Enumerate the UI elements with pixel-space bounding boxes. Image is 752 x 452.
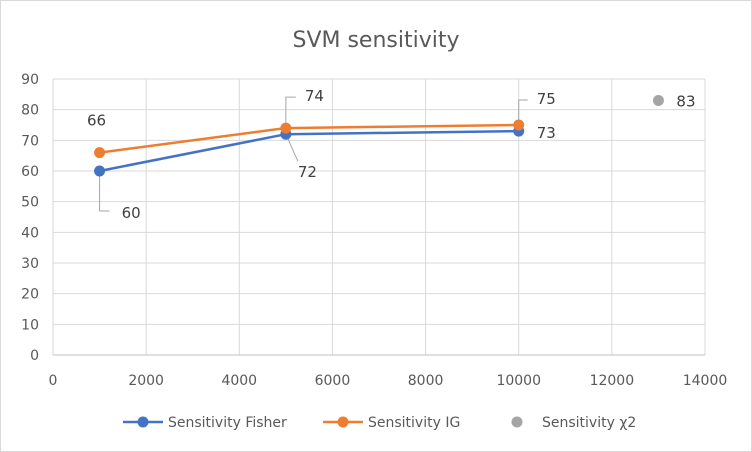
y-tick-label: 40 [21,225,39,241]
x-tick-label: 4000 [221,373,257,389]
x-tick-label: 10000 [496,373,541,389]
data-point[interactable] [513,119,525,131]
x-tick-label: 14000 [683,373,728,389]
y-tick-label: 70 [21,133,39,149]
data-point[interactable] [652,94,664,106]
data-point[interactable] [94,165,106,177]
label-leader-lines [99,96,528,212]
label-leader-line [518,99,528,125]
legend-item[interactable]: Sensitivity χ2 [511,415,637,431]
data-point[interactable] [280,122,292,134]
x-tick-label: 2000 [128,373,164,389]
y-tick-label: 60 [21,164,39,180]
legend-marker [337,416,349,428]
data-label: 60 [122,204,141,222]
y-tick-label: 90 [21,72,39,88]
chart-title: SVM sensitivity [292,28,459,53]
y-tick-label: 20 [21,287,39,303]
x-tick-label: 8000 [408,373,444,389]
label-leader-line [285,96,296,129]
y-tick-label: 0 [30,348,39,364]
legend-item[interactable]: Sensitivity IG [323,415,460,431]
y-tick-label: 50 [21,195,39,211]
data-label: 74 [305,87,324,105]
legend-marker [511,416,523,428]
series-line [99,123,519,154]
legend-label: Sensitivity χ2 [542,415,636,431]
y-tick-label: 30 [21,256,39,272]
legend[interactable]: Sensitivity Fisher Sensitivity IG Sensitiv… [123,415,636,431]
legend-marker [137,416,149,428]
x-tick-label: 12000 [590,373,635,389]
label-leader-line [99,171,110,212]
y-tick-label: 80 [21,103,39,119]
data-label: 66 [87,112,106,130]
legend-item[interactable]: Sensitivity Fisher [123,415,287,431]
x-tick-label: 0 [49,373,58,389]
legend-label: Sensitivity Fisher [168,415,287,431]
legend-label: Sensitivity IG [368,415,460,431]
series-points [94,94,664,177]
y-tick-label: 10 [21,317,39,333]
data-label: 83 [676,92,695,110]
data-label: 75 [537,90,556,108]
axes: 0 10 20 30 40 50 60 70 80 90 0 2000 4000 6000 8000 1000… [21,72,727,389]
grid [52,78,706,356]
x-tick-label: 6000 [315,373,351,389]
data-labels: 60 72 73 66 74 75 83 [87,87,695,222]
data-point[interactable] [94,147,106,159]
data-label: 73 [537,124,556,142]
data-label: 72 [298,163,317,181]
